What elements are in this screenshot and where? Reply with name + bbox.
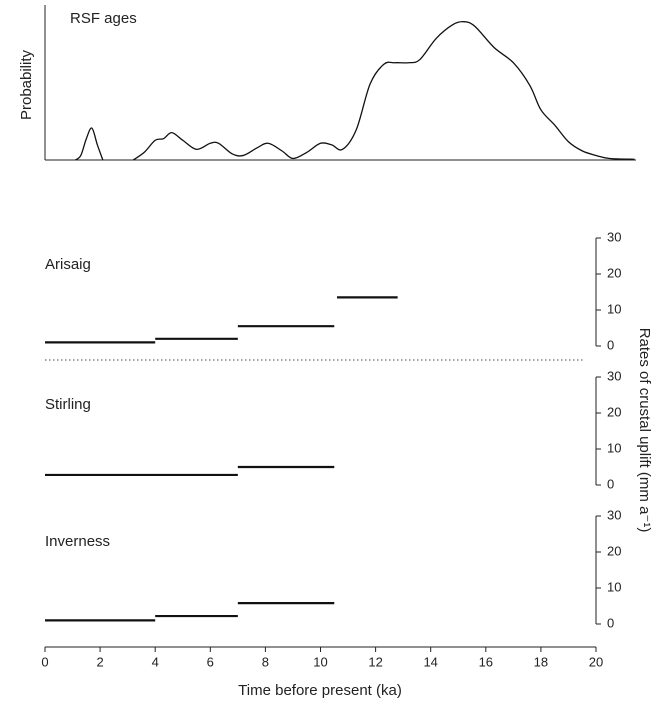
panel-label: Stirling [45, 396, 91, 413]
y-tick-label: 30 [607, 368, 621, 383]
y-tick-label: 30 [607, 229, 621, 244]
panel-label: Inverness [45, 533, 110, 550]
panel-title: RSF ages [70, 10, 137, 27]
x-tick-label: 14 [423, 654, 437, 669]
y-tick-label: 0 [607, 337, 614, 352]
x-tick-label: 10 [313, 654, 327, 669]
y-tick-label: 20 [607, 404, 621, 419]
y-tick-label: 10 [607, 440, 621, 455]
y-tick-label: 0 [607, 615, 614, 630]
y-tick-label: 20 [607, 543, 621, 558]
panel-label: Arisaig [45, 256, 91, 273]
x-tick-label: 18 [534, 654, 548, 669]
y-tick-label: 10 [607, 579, 621, 594]
x-tick-label: 6 [207, 654, 214, 669]
x-tick-label: 16 [479, 654, 493, 669]
x-tick-label: 8 [262, 654, 269, 669]
x-tick-label: 2 [96, 654, 103, 669]
x-axis-label: Time before present (ka) [238, 682, 402, 699]
x-tick-label: 4 [152, 654, 159, 669]
x-tick-label: 0 [41, 654, 48, 669]
y2-axis-label: Rates of crustal uplift (mm a⁻¹) [636, 328, 653, 533]
x-tick-label: 20 [589, 654, 603, 669]
y-tick-label: 0 [607, 476, 614, 491]
y-tick-label: 10 [607, 301, 621, 316]
probability-curve [74, 20, 635, 161]
y-tick-label: 30 [607, 507, 621, 522]
x-tick-label: 12 [368, 654, 382, 669]
y-tick-label: 20 [607, 265, 621, 280]
y-axis-label: Probability [18, 49, 35, 120]
